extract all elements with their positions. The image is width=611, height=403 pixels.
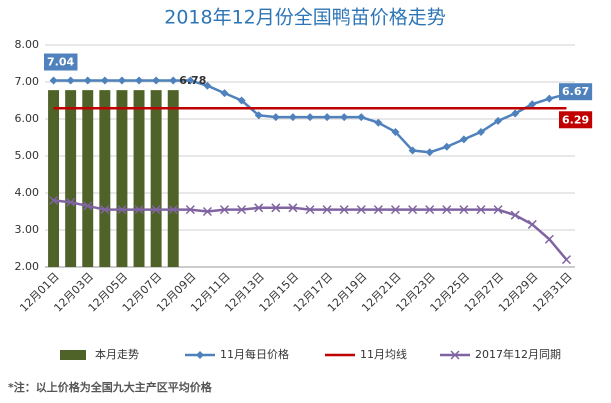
marker: [219, 205, 230, 215]
y-tick-label: 7.00: [15, 75, 40, 88]
marker: [374, 118, 383, 127]
chart-title: 2018年12月份全国鸭苗价格走势: [164, 7, 446, 29]
marker: [168, 205, 178, 215]
marker: [408, 205, 418, 215]
marker: [49, 76, 58, 85]
marker: [476, 205, 486, 215]
marker: [185, 205, 195, 215]
plot: [45, 44, 575, 360]
marker: [100, 205, 110, 215]
legend-label: 本月走势: [95, 347, 139, 361]
bar: [116, 90, 128, 267]
marker: [545, 94, 554, 103]
label-box: [44, 53, 78, 71]
bar: [150, 90, 162, 267]
marker: [425, 205, 435, 215]
bar: [99, 90, 111, 267]
marker: [66, 76, 75, 85]
marker: [66, 197, 76, 207]
marker: [271, 113, 280, 122]
marker: [459, 205, 469, 215]
marker: [390, 205, 401, 215]
data-label: 6.29: [562, 113, 589, 126]
marker: [203, 81, 212, 90]
y-tick-label: 4.00: [15, 186, 40, 199]
marker: [373, 205, 383, 215]
marker: [117, 205, 127, 215]
y-tick-label: 6.00: [15, 112, 40, 125]
marker: [237, 205, 247, 215]
marker: [288, 113, 297, 122]
marker: [323, 113, 332, 122]
marker: [357, 113, 366, 122]
marker: [561, 255, 571, 265]
bar: [65, 90, 77, 267]
bar: [82, 90, 94, 267]
data-label: 7.04: [47, 56, 74, 69]
marker: [83, 76, 92, 85]
label-box: [559, 83, 593, 101]
marker: [100, 76, 109, 85]
marker: [254, 111, 263, 120]
footnote: *注：以上价格为全国九大主产区平均价格: [8, 380, 213, 394]
marker: [237, 96, 246, 105]
y-tick-label: 5.00: [15, 149, 40, 162]
label-box: [559, 111, 593, 129]
bar: [133, 90, 145, 267]
y-tick-label: 2.00: [15, 260, 40, 273]
legend-swatch: [60, 350, 86, 360]
legend-label: 11月每日价格: [220, 347, 289, 361]
marker: [186, 76, 195, 85]
marker: [169, 76, 178, 85]
data-label: 6.78: [179, 74, 206, 87]
marker: [425, 148, 434, 157]
marker: [305, 205, 315, 215]
marker: [544, 234, 554, 244]
marker: [356, 205, 366, 215]
bar: [48, 90, 60, 267]
legend-label: 2017年12月同期: [475, 347, 561, 361]
marker: [49, 195, 59, 205]
marker: [339, 205, 349, 215]
marker: [511, 109, 520, 118]
y-tick-label: 3.00: [15, 223, 40, 236]
marker: [117, 76, 126, 85]
bar: [167, 90, 179, 267]
marker: [271, 203, 281, 213]
marker: [476, 127, 485, 136]
marker: [493, 205, 503, 215]
legend-label: 11月均线: [360, 347, 407, 361]
marker: [202, 206, 212, 217]
marker: [83, 201, 93, 211]
marker: [288, 203, 298, 213]
marker: [152, 76, 161, 85]
marker: [306, 113, 314, 122]
marker: [135, 76, 144, 85]
marker: [322, 205, 332, 215]
marker: [254, 203, 264, 213]
data-label: 6.67: [562, 85, 589, 98]
marker: [528, 100, 537, 109]
marker: [442, 142, 451, 151]
y-tick-label: 8.00: [15, 38, 40, 51]
marker: [220, 89, 229, 98]
marker: [442, 205, 452, 215]
marker: [134, 205, 144, 215]
marker: [459, 135, 468, 144]
marker: [391, 127, 400, 136]
marker: [527, 219, 537, 229]
marker: [510, 210, 520, 220]
marker: [151, 205, 161, 215]
marker: [494, 116, 503, 125]
marker: [408, 146, 417, 155]
marker: [340, 113, 349, 122]
